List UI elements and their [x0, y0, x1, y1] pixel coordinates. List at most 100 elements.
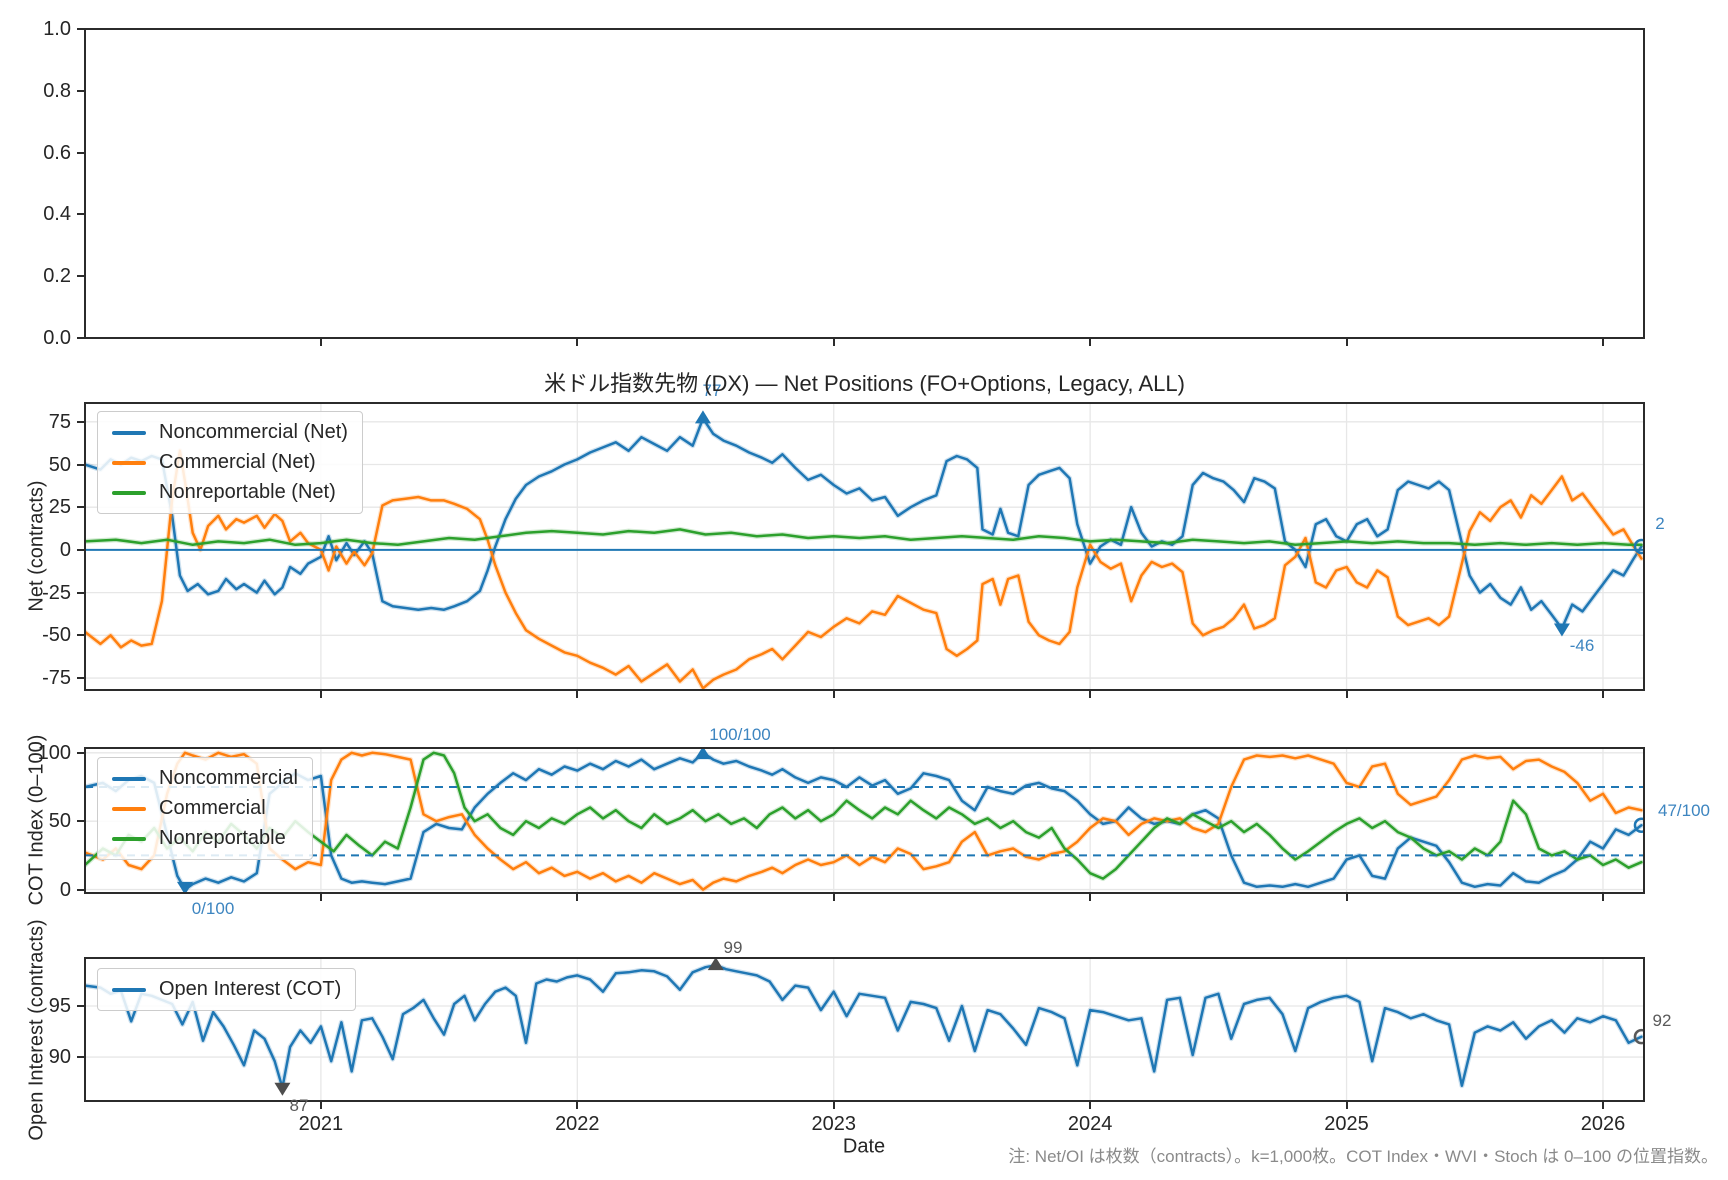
trough-marker-icon: [177, 881, 194, 893]
legend-label: Commercial: [159, 797, 266, 819]
panel-cot-series-line: [85, 751, 1643, 880]
y-tick-mark: [77, 337, 85, 339]
legend-item-open-interest: Open Interest (COT): [112, 978, 341, 1001]
y-tick-mark: [77, 677, 85, 680]
y-tick-mark: [77, 634, 85, 637]
y-tick-label: 0: [59, 538, 71, 561]
y-tick-mark: [77, 888, 85, 891]
legend-label: Nonreportable (Net): [159, 481, 336, 503]
line-swatch-green: [112, 836, 146, 841]
line-swatch-blue: [112, 987, 146, 992]
legend-item-nonreportable-net: Nonreportable (Net): [112, 481, 348, 504]
last-point-marker: [1633, 538, 1644, 555]
x-tick-label: 2023: [811, 1113, 856, 1135]
panel-oi-series-line: [85, 963, 1643, 1089]
y-tick-mark: [77, 463, 85, 466]
x-tick-label: 2022: [555, 1113, 600, 1135]
panel-oi-plot-area: [85, 958, 1644, 1101]
y-tick-label: -25: [42, 581, 71, 604]
last-point-marker: [1633, 1028, 1644, 1045]
panel-net-series-line: [85, 417, 1643, 630]
x-tick-mark: [832, 893, 835, 901]
x-tick-mark: [1601, 690, 1604, 698]
y-tick-label: 25: [48, 496, 71, 519]
y-tick-mark: [77, 275, 85, 278]
x-tick-mark: [832, 690, 835, 698]
last-point-marker: [1633, 817, 1644, 834]
x-tick-mark: [1089, 690, 1092, 698]
peak-marker-icon: [694, 748, 711, 760]
x-tick-mark: [576, 1101, 579, 1109]
x-tick-mark: [1345, 1101, 1348, 1109]
line-swatch-orange: [112, 460, 146, 465]
x-tick-label: 2025: [1324, 1113, 1369, 1135]
legend-cot-index: Noncommercial Commercial Nonreportable: [97, 757, 313, 860]
y-tick-mark: [77, 151, 85, 154]
x-tick-mark: [1089, 338, 1092, 346]
x-tick-mark: [576, 690, 579, 698]
x-axis-label-date: Date: [842, 1135, 886, 1158]
cot-last-label: 47/100: [1658, 801, 1710, 820]
y-tick-mark: [77, 1005, 85, 1007]
legend-item-noncommercial-net: Noncommercial (Net): [112, 421, 348, 444]
y-tick-label: 0.6: [43, 141, 71, 164]
x-tick-mark: [319, 690, 322, 698]
trough-marker-icon: [274, 1082, 291, 1096]
x-tick-mark: [1345, 893, 1348, 901]
legend-item-noncommercial: Noncommercial: [112, 767, 298, 790]
y-tick-label: 1.0: [43, 18, 71, 40]
legend-label: Open Interest (COT): [159, 978, 342, 1000]
x-tick-mark: [319, 893, 322, 901]
y-tick-label: 50: [48, 810, 71, 833]
peak-marker-icon: [707, 958, 724, 971]
panel-net-series-line: [85, 528, 1643, 547]
panel-net-series-line: [85, 449, 1643, 690]
x-tick-mark: [1089, 893, 1092, 901]
x-tick-mark: [1601, 1101, 1604, 1109]
cot-max-label: 100/100: [709, 725, 771, 744]
x-tick-mark: [1601, 893, 1604, 901]
y-tick-mark: [77, 751, 85, 754]
footnote: 注: Net/OI は枚数（contracts）。k=1,000枚。COT In…: [1008, 1147, 1718, 1166]
net-trough-label: -46: [1569, 636, 1595, 655]
oi-min-label: 87: [289, 1096, 309, 1115]
x-tick-mark: [576, 338, 579, 346]
legend-open-interest: Open Interest (COT): [97, 968, 357, 1011]
y-tick-mark: [77, 89, 85, 92]
chart-title: 米ドル指数先物 (DX) — Net Positions (FO+Options…: [544, 371, 1185, 396]
y-tick-mark: [77, 591, 85, 594]
y-tick-mark: [77, 506, 85, 509]
legend-label: Commercial (Net): [159, 451, 316, 473]
panel-empty-plot-area: [85, 29, 1644, 338]
y-tick-label: 0.8: [43, 79, 71, 102]
x-tick-mark: [319, 1101, 322, 1109]
y-tick-label: 95: [48, 995, 71, 1017]
y-tick-label: -50: [42, 624, 71, 647]
trough-marker-icon: [1553, 623, 1570, 637]
legend-label: Nonreportable: [159, 827, 286, 849]
y-tick-label: -75: [42, 667, 71, 690]
x-tick-label: 2024: [1067, 1113, 1113, 1135]
line-swatch-green: [112, 490, 146, 495]
legend-item-nonreportable: Nonreportable: [112, 827, 298, 850]
x-tick-mark: [832, 1101, 835, 1109]
legend-label: Noncommercial (Net): [159, 421, 348, 443]
y-tick-mark: [77, 1056, 85, 1059]
line-swatch-blue: [112, 430, 146, 435]
panel-cot-plot-area: [85, 748, 1644, 893]
x-tick-mark: [832, 338, 835, 346]
x-tick-mark: [1345, 690, 1348, 698]
y-tick-label: 0.0: [43, 327, 71, 349]
y-tick-label: 100: [37, 741, 71, 764]
legend-label: Noncommercial: [159, 767, 298, 789]
y-tick-mark: [77, 28, 85, 30]
y-tick-label: 0.2: [43, 265, 71, 288]
y-tick-mark: [77, 420, 85, 423]
legend-item-commercial: Commercial: [112, 797, 298, 820]
y-tick-label: 90: [48, 1046, 71, 1069]
y-tick-label: 50: [48, 453, 71, 476]
net-last-label: 2: [1655, 514, 1665, 533]
x-tick-mark: [1089, 1101, 1092, 1109]
y-axis-label-net: Net (contracts): [25, 480, 48, 612]
line-swatch-orange: [112, 806, 146, 811]
